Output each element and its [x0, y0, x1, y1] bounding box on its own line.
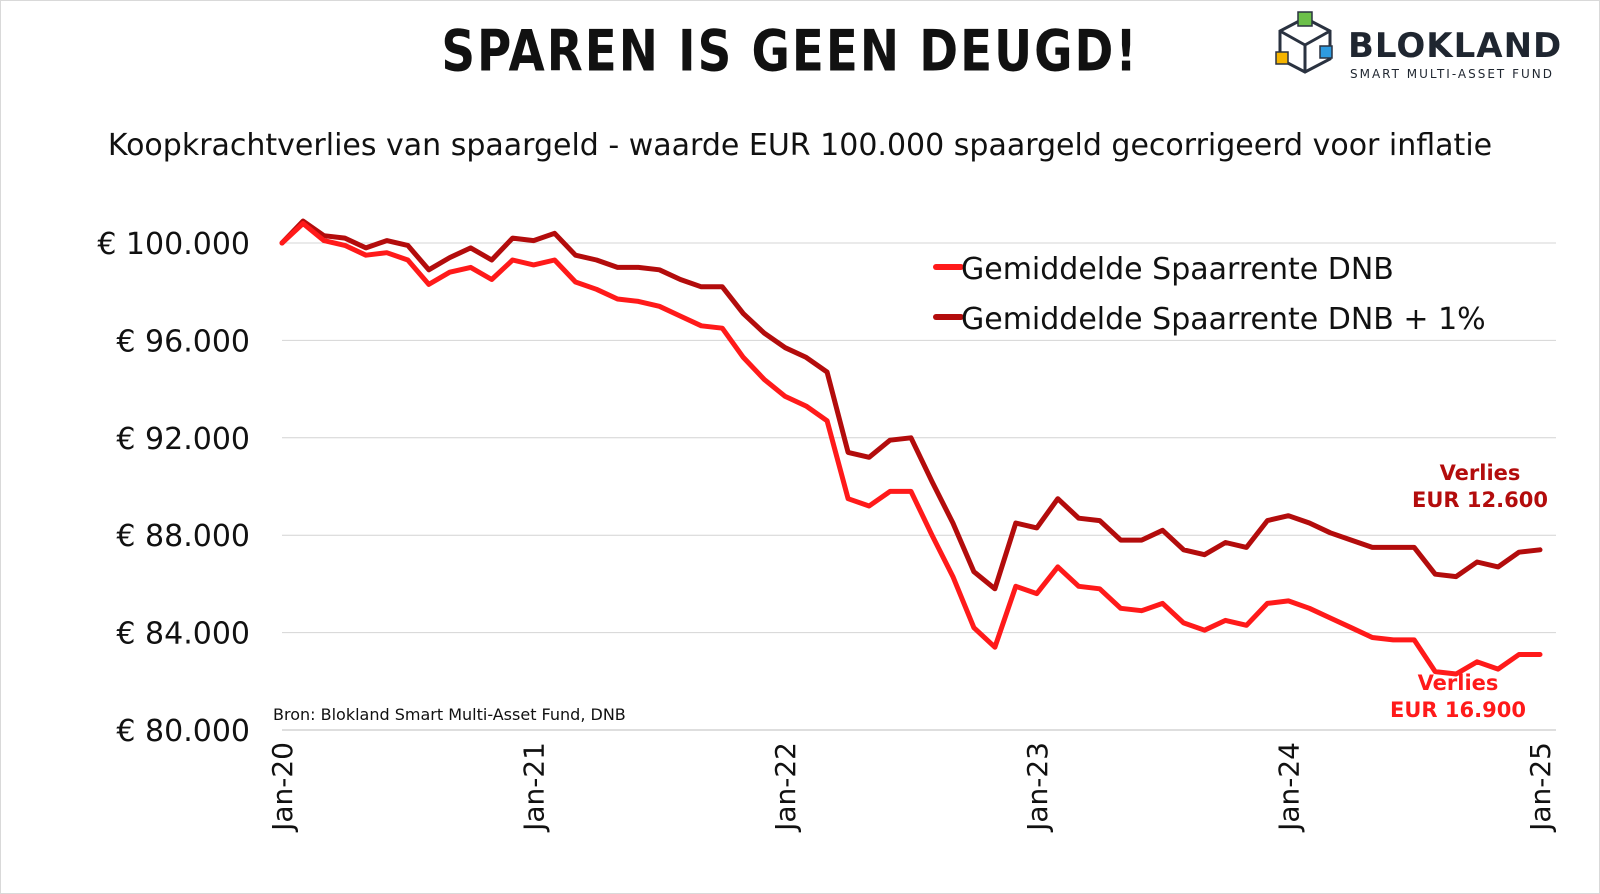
- legend-label: Gemiddelde Spaarrente DNB: [961, 252, 1394, 287]
- logo: BLOKLAND SMART MULTI-ASSET FUND: [1270, 10, 1580, 81]
- series-line-dnb-plus-1: [279, 218, 1543, 592]
- legend-label: Gemiddelde Spaarrente DNB + 1%: [961, 302, 1486, 337]
- x-tick-label: Jan-25: [1524, 742, 1557, 833]
- logo-name: BLOKLAND: [1348, 26, 1563, 66]
- annotation-label: Verlies: [1440, 461, 1521, 485]
- y-tick-label: € 84.000: [116, 617, 250, 652]
- y-tick-label: € 92.000: [116, 422, 250, 457]
- source-note: Bron: Blokland Smart Multi-Asset Fund, D…: [273, 705, 626, 724]
- chart-subtitle: Koopkrachtverlies van spaargeld - waarde…: [107, 128, 1493, 163]
- x-tick-label: Jan-20: [266, 742, 299, 833]
- annotation-label: Verlies: [1418, 671, 1499, 695]
- y-tick-label: € 96.000: [116, 324, 250, 359]
- annotation-label: EUR 12.600: [1412, 488, 1548, 512]
- x-tick-label: Jan-21: [518, 742, 551, 833]
- y-tick-label: € 100.000: [97, 227, 250, 262]
- cube-icon: [1275, 11, 1333, 74]
- page-title: SPAREN IS GEEN DEUGD!: [441, 19, 1139, 85]
- series-line-dnb: [279, 221, 1543, 677]
- x-tick-label: Jan-22: [769, 742, 802, 833]
- y-tick-label: € 80.000: [116, 714, 250, 749]
- logo-tagline: SMART MULTI-ASSET FUND: [1350, 67, 1554, 81]
- x-tick-label: Jan-23: [1021, 742, 1054, 833]
- x-tick-label: Jan-24: [1272, 742, 1305, 833]
- y-tick-label: € 88.000: [116, 519, 250, 554]
- annotation-label: EUR 16.900: [1390, 698, 1526, 722]
